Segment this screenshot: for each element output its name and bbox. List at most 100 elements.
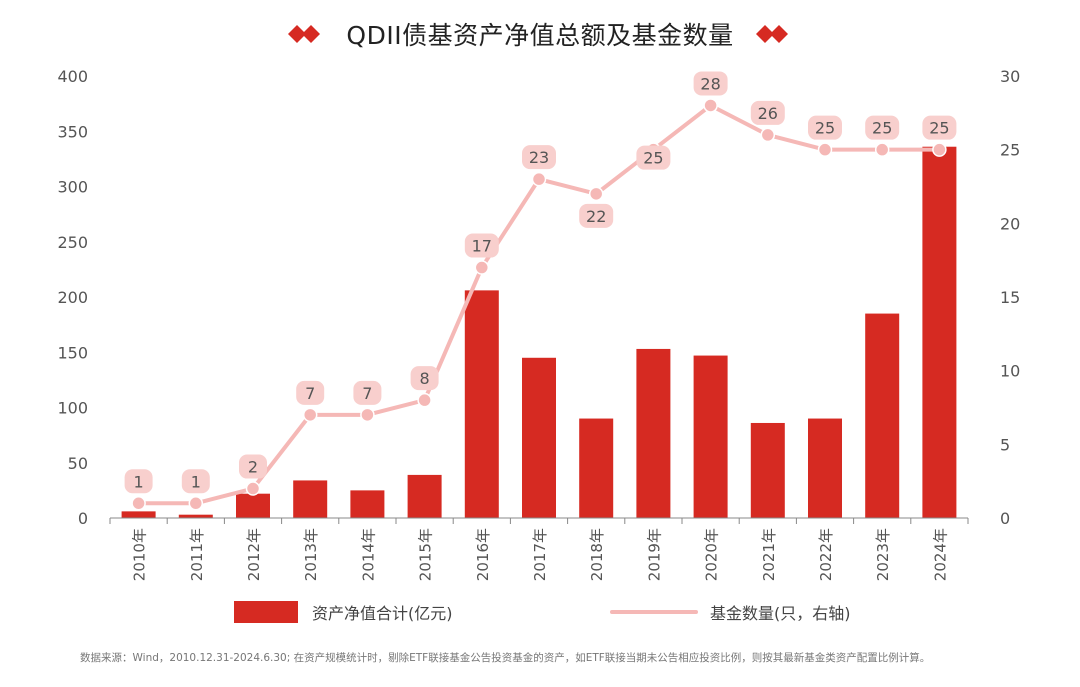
line-point-2024年	[932, 142, 947, 157]
y-right-tick-label: 30	[1000, 67, 1020, 86]
bar-2023年	[865, 313, 900, 518]
line-point-2023年	[874, 142, 890, 157]
data-label: 25	[815, 119, 835, 138]
legend-bar-label: 资产净值合计(亿元)	[312, 604, 453, 623]
y-left-tick-label: 400	[57, 67, 88, 86]
combo-chart: 0 50 100 150 200 250 300 350 400 0 5 10 15 20 25 30 2010…	[57, 67, 1020, 581]
bar-2017年	[522, 357, 556, 518]
x-tick-label: 2020年	[703, 528, 721, 581]
data-label-bg	[464, 233, 499, 258]
data-label-bg	[239, 454, 267, 479]
data-label-bg	[181, 469, 210, 494]
bar-2018年	[579, 418, 614, 518]
data-label: 23	[529, 148, 549, 167]
diamond-icon-left	[288, 25, 321, 43]
data-label: 25	[872, 119, 892, 138]
data-label: 22	[586, 207, 606, 226]
y-left-tick-label: 50	[68, 454, 88, 473]
line-point-2015年	[417, 392, 432, 408]
bar-2010年	[121, 511, 156, 518]
data-label-bg	[865, 115, 900, 140]
data-label-bg	[410, 366, 439, 391]
diamond-icon-right	[755, 25, 788, 43]
data-label: 1	[134, 472, 144, 491]
line-point-2022年	[817, 142, 833, 157]
x-tick-label: 2023年	[874, 528, 892, 581]
bar-2022年	[808, 418, 842, 518]
bar-2015年	[407, 474, 442, 518]
chart-title: QDII债基资产净值总额及基金数量	[346, 21, 734, 50]
x-tick-label: 2013年	[302, 528, 320, 581]
bar-2020年	[693, 355, 728, 518]
data-label: 7	[305, 384, 315, 403]
line-point-2016年	[474, 260, 490, 275]
bar-2014年	[350, 490, 385, 518]
y-left-tick-label: 100	[57, 399, 88, 418]
line-point-2020年	[703, 98, 718, 113]
data-label-bg	[922, 115, 957, 140]
x-tick-label: 2019年	[645, 528, 663, 581]
data-label: 25	[929, 119, 949, 138]
y-right-tick-label: 20	[1000, 214, 1020, 233]
x-tick-label: 2018年	[588, 528, 606, 581]
data-label: 7	[362, 384, 372, 403]
x-tick-label: 2017年	[531, 528, 549, 581]
data-label: 17	[472, 237, 492, 256]
data-label: 26	[758, 104, 778, 123]
bar-2021年	[750, 422, 785, 518]
y-right-tick-label: 5	[1000, 435, 1010, 454]
data-label-bg	[808, 115, 842, 140]
bar-2024年	[922, 146, 957, 518]
x-tick-label: 2021年	[760, 528, 778, 581]
data-label-bg	[522, 145, 556, 170]
line-point-2010年	[131, 496, 146, 511]
x-tick-label: 2012年	[245, 528, 263, 581]
legend-line-label: 基金数量(只，右轴)	[710, 604, 851, 623]
chart-title-row: QDII债基资产净值总额及基金数量	[0, 14, 1080, 54]
x-tick-label: 2015年	[417, 528, 435, 581]
x-tick-label: 2022年	[817, 528, 835, 581]
bar-2019年	[636, 348, 671, 518]
y-left-tick-label: 150	[57, 343, 88, 362]
y-left-tick-label: 300	[57, 178, 88, 197]
legend-bar-swatch	[234, 601, 298, 623]
data-label-bg	[296, 380, 325, 405]
y-left-tick-label: 350	[57, 122, 88, 141]
legend-bar: 资产净值合计(亿元)	[234, 598, 453, 626]
bar-2011年	[178, 514, 213, 518]
x-tick-label: 2024年	[931, 528, 949, 581]
y-right-tick-label: 25	[1000, 141, 1020, 160]
line-point-2017年	[531, 171, 547, 187]
data-label: 2	[248, 458, 258, 477]
legend-line-swatch	[610, 610, 698, 614]
data-label-bg	[636, 145, 671, 170]
x-tick-label: 2014年	[359, 528, 377, 581]
data-label: 8	[420, 369, 430, 388]
line-point-2012年	[245, 481, 261, 496]
line-point-2013年	[302, 407, 318, 423]
line-point-2021年	[760, 127, 776, 143]
data-label: 25	[643, 149, 663, 168]
data-label-bg	[693, 71, 728, 96]
source-note: 数据来源：Wind，2010.12.31-2024.6.30; 在资产规模统计时…	[80, 652, 931, 664]
data-label: 28	[700, 74, 720, 93]
legend-line: 基金数量(只，右轴)	[610, 598, 851, 626]
y-right-tick-label: 15	[1000, 288, 1020, 307]
x-tick-label: 2011年	[188, 528, 206, 581]
y-left-tick-label: 200	[57, 288, 88, 307]
data-label-bg	[353, 380, 382, 405]
data-label: 1	[191, 472, 201, 491]
bar-2016年	[464, 290, 499, 518]
data-label-bg	[579, 203, 614, 228]
data-label-bg	[124, 469, 153, 494]
x-tick-label: 2016年	[474, 528, 492, 581]
x-tick-label: 2010年	[131, 528, 149, 581]
line-point-2011年	[188, 496, 204, 511]
line-point-2018年	[588, 186, 604, 202]
line-point-2014年	[360, 407, 375, 423]
y-left-tick-label: 0	[78, 509, 88, 528]
y-right-tick-label: 10	[1000, 362, 1020, 381]
bar-2013年	[293, 480, 328, 518]
data-label-bg	[750, 100, 785, 125]
bar-2012年	[236, 493, 270, 518]
